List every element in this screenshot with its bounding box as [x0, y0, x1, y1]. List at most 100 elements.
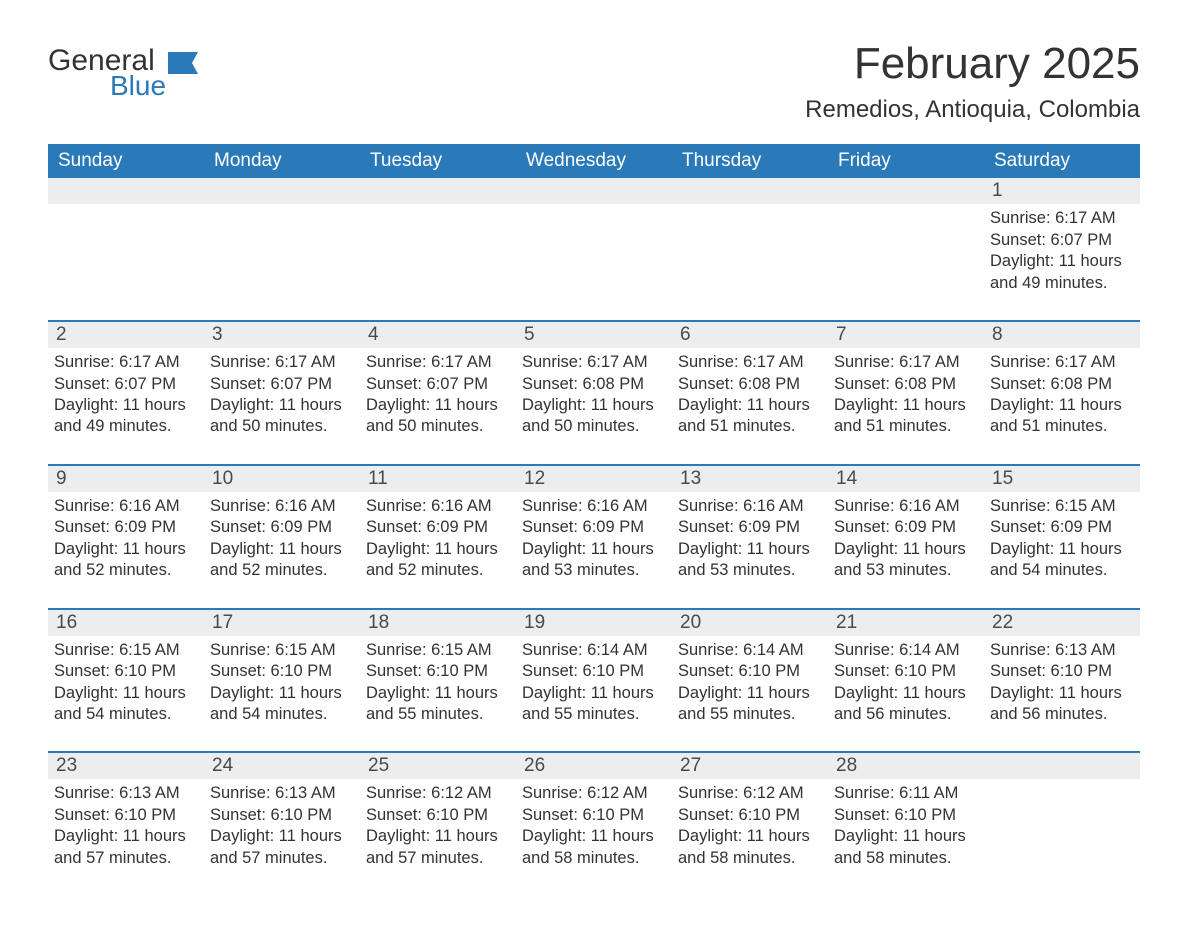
calendar-day-cell: 18Sunrise: 6:15 AMSunset: 6:10 PMDayligh…	[360, 609, 516, 753]
sunset-text: Sunset: 6:10 PM	[678, 661, 822, 682]
day-number	[672, 178, 828, 204]
calendar-day-cell: 9Sunrise: 6:16 AMSunset: 6:09 PMDaylight…	[48, 465, 204, 609]
sunset-text: Sunset: 6:10 PM	[366, 805, 510, 826]
daylight-text: Daylight: 11 hours and 54 minutes.	[210, 683, 354, 726]
sunrise-text: Sunrise: 6:16 AM	[54, 496, 198, 517]
sunset-text: Sunset: 6:10 PM	[834, 805, 978, 826]
calendar-day-cell: 4Sunrise: 6:17 AMSunset: 6:07 PMDaylight…	[360, 321, 516, 465]
day-number: 20	[672, 610, 828, 636]
day-number: 14	[828, 466, 984, 492]
calendar-day-cell: 6Sunrise: 6:17 AMSunset: 6:08 PMDaylight…	[672, 321, 828, 465]
calendar-table: Sunday Monday Tuesday Wednesday Thursday…	[48, 144, 1140, 895]
sunset-text: Sunset: 6:09 PM	[210, 517, 354, 538]
sunset-text: Sunset: 6:09 PM	[522, 517, 666, 538]
header: General Blue February 2025 Remedios, Ant…	[48, 40, 1140, 138]
flag-icon	[168, 52, 198, 74]
day-number: 10	[204, 466, 360, 492]
weekday-header: Wednesday	[516, 144, 672, 178]
day-number: 19	[516, 610, 672, 636]
calendar-week-row: 9Sunrise: 6:16 AMSunset: 6:09 PMDaylight…	[48, 465, 1140, 609]
day-number: 9	[48, 466, 204, 492]
daylight-text: Daylight: 11 hours and 50 minutes.	[366, 395, 510, 438]
sunset-text: Sunset: 6:10 PM	[990, 661, 1134, 682]
day-number: 2	[48, 322, 204, 348]
weekday-header: Thursday	[672, 144, 828, 178]
sunset-text: Sunset: 6:08 PM	[990, 374, 1134, 395]
daylight-text: Daylight: 11 hours and 54 minutes.	[990, 539, 1134, 582]
sunset-text: Sunset: 6:08 PM	[522, 374, 666, 395]
day-number: 18	[360, 610, 516, 636]
sunset-text: Sunset: 6:10 PM	[54, 805, 198, 826]
sunrise-text: Sunrise: 6:14 AM	[522, 640, 666, 661]
day-number: 8	[984, 322, 1140, 348]
day-number: 23	[48, 753, 204, 779]
sunrise-text: Sunrise: 6:17 AM	[522, 352, 666, 373]
calendar-day-cell: 7Sunrise: 6:17 AMSunset: 6:08 PMDaylight…	[828, 321, 984, 465]
calendar-day-cell: 17Sunrise: 6:15 AMSunset: 6:10 PMDayligh…	[204, 609, 360, 753]
daylight-text: Daylight: 11 hours and 55 minutes.	[678, 683, 822, 726]
day-number: 21	[828, 610, 984, 636]
day-number: 22	[984, 610, 1140, 636]
sunrise-text: Sunrise: 6:12 AM	[366, 783, 510, 804]
calendar-day-cell	[204, 178, 360, 321]
sunset-text: Sunset: 6:09 PM	[366, 517, 510, 538]
sunrise-text: Sunrise: 6:13 AM	[990, 640, 1134, 661]
day-number: 27	[672, 753, 828, 779]
sunrise-text: Sunrise: 6:16 AM	[678, 496, 822, 517]
calendar-day-cell: 26 Sunrise: 6:12 AMSunset: 6:10 PMDayligh…	[516, 752, 672, 895]
sunset-text: Sunset: 6:10 PM	[210, 805, 354, 826]
sunset-text: Sunset: 6:07 PM	[366, 374, 510, 395]
day-number: 11	[360, 466, 516, 492]
day-number: 26	[516, 753, 672, 779]
sunset-text: Sunset: 6:10 PM	[366, 661, 510, 682]
day-number: 1	[984, 178, 1140, 204]
day-number: 17	[204, 610, 360, 636]
sunrise-text: Sunrise: 6:17 AM	[366, 352, 510, 373]
day-number: 7	[828, 322, 984, 348]
daylight-text: Daylight: 11 hours and 58 minutes.	[678, 826, 822, 869]
sunrise-text: Sunrise: 6:17 AM	[678, 352, 822, 373]
sunrise-text: Sunrise: 6:15 AM	[990, 496, 1134, 517]
daylight-text: Daylight: 11 hours and 52 minutes.	[54, 539, 198, 582]
sunrise-text: Sunrise: 6:11 AM	[834, 783, 978, 804]
day-number: 12	[516, 466, 672, 492]
calendar-day-cell	[48, 178, 204, 321]
sunrise-text: Sunrise: 6:13 AM	[210, 783, 354, 804]
page-title: February 2025	[805, 40, 1140, 88]
daylight-text: Daylight: 11 hours and 50 minutes.	[522, 395, 666, 438]
brand-line2: Blue	[110, 72, 166, 100]
sunrise-text: Sunrise: 6:14 AM	[834, 640, 978, 661]
day-number	[204, 178, 360, 204]
day-number: 3	[204, 322, 360, 348]
sunrise-text: Sunrise: 6:15 AM	[210, 640, 354, 661]
calendar-day-cell: 15Sunrise: 6:15 AMSunset: 6:09 PMDayligh…	[984, 465, 1140, 609]
daylight-text: Daylight: 11 hours and 51 minutes.	[834, 395, 978, 438]
sunset-text: Sunset: 6:10 PM	[522, 805, 666, 826]
sunset-text: Sunset: 6:09 PM	[990, 517, 1134, 538]
sunrise-text: Sunrise: 6:16 AM	[522, 496, 666, 517]
day-number	[360, 178, 516, 204]
calendar-day-cell: 3Sunrise: 6:17 AMSunset: 6:07 PMDaylight…	[204, 321, 360, 465]
day-number	[828, 178, 984, 204]
calendar-day-cell: 28Sunrise: 6:11 AMSunset: 6:10 PMDayligh…	[828, 752, 984, 895]
calendar-day-cell: 12Sunrise: 6:16 AMSunset: 6:09 PMDayligh…	[516, 465, 672, 609]
location-subtitle: Remedios, Antioquia, Colombia	[805, 96, 1140, 124]
calendar-day-cell: 14Sunrise: 6:16 AMSunset: 6:09 PMDayligh…	[828, 465, 984, 609]
day-number: 25	[360, 753, 516, 779]
daylight-text: Daylight: 11 hours and 58 minutes.	[522, 826, 666, 869]
calendar-day-cell: 13Sunrise: 6:16 AMSunset: 6:09 PMDayligh…	[672, 465, 828, 609]
calendar-day-cell: 10Sunrise: 6:16 AMSunset: 6:09 PMDayligh…	[204, 465, 360, 609]
sunset-text: Sunset: 6:07 PM	[210, 374, 354, 395]
calendar-day-cell	[672, 178, 828, 321]
daylight-text: Daylight: 11 hours and 53 minutes.	[678, 539, 822, 582]
calendar-day-cell: 5Sunrise: 6:17 AMSunset: 6:08 PMDaylight…	[516, 321, 672, 465]
sunrise-text: Sunrise: 6:17 AM	[834, 352, 978, 373]
calendar-day-cell: 22Sunrise: 6:13 AMSunset: 6:10 PMDayligh…	[984, 609, 1140, 753]
sunset-text: Sunset: 6:10 PM	[522, 661, 666, 682]
calendar-day-cell	[828, 178, 984, 321]
sunrise-text: Sunrise: 6:12 AM	[522, 783, 666, 804]
calendar-day-cell: 16Sunrise: 6:15 AMSunset: 6:10 PMDayligh…	[48, 609, 204, 753]
daylight-text: Daylight: 11 hours and 49 minutes.	[990, 251, 1134, 294]
daylight-text: Daylight: 11 hours and 57 minutes.	[210, 826, 354, 869]
calendar-week-row: 1Sunrise: 6:17 AMSunset: 6:07 PMDaylight…	[48, 178, 1140, 321]
